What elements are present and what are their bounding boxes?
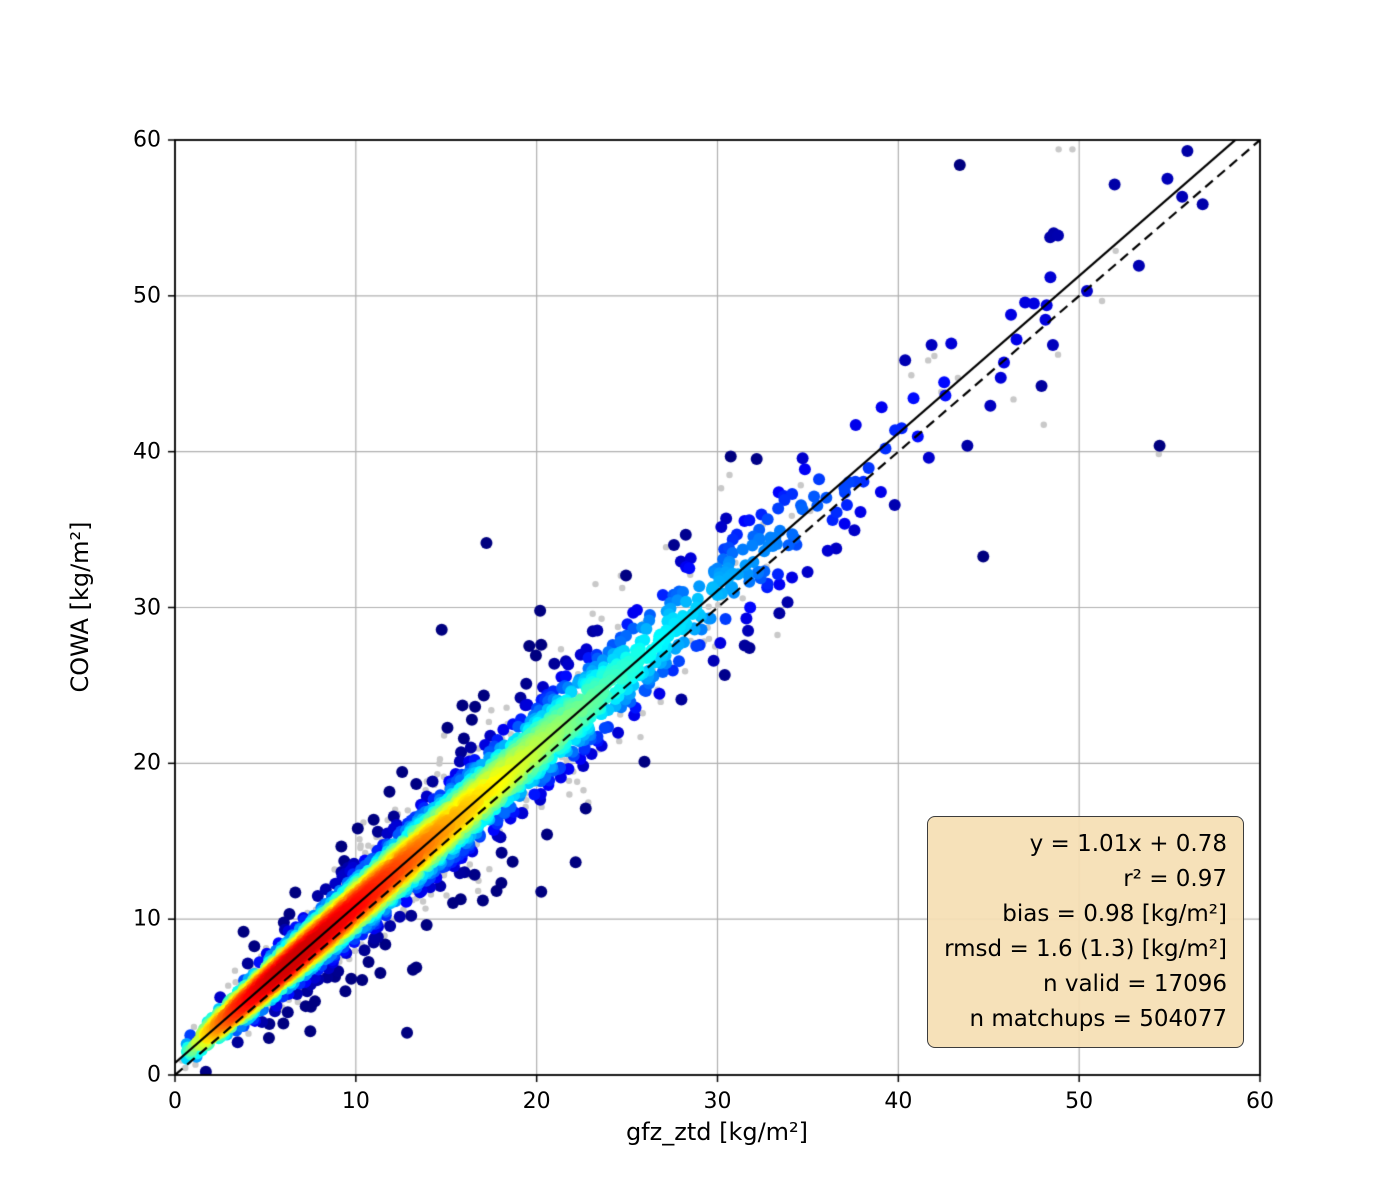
stats-line-r2: r² = 0.97 [1123,866,1227,892]
y-tick-label: 50 [133,283,161,309]
x-tick-label: 50 [1065,1089,1094,1114]
x-axis-label: gfz_ztd [kg/m²] [625,1118,809,1146]
x-tick-label: 0 [168,1089,182,1114]
stats-line-rmsd: rmsd = 1.6 (1.3) [kg/m²] [944,936,1227,962]
y-axis-label: COWA [kg/m²] [66,521,94,693]
stats-line-nmatchups: n matchups = 504077 [969,1006,1227,1032]
y-tick-label: 30 [133,595,161,620]
stats-line-equation: y = 1.01x + 0.78 [1029,831,1227,857]
y-tick-label: 20 [133,750,161,776]
stats-line-bias: bias = 0.98 [kg/m²] [1002,901,1227,927]
stats-box: y = 1.01x + 0.78 r² = 0.97 bias = 0.98 [… [927,816,1244,1048]
x-tick-label: 60 [1246,1089,1274,1114]
y-tick-label: 40 [133,439,161,465]
y-tick-label: 10 [133,906,161,932]
x-tick-label: 20 [522,1089,551,1114]
x-tick-label: 40 [884,1089,913,1114]
y-tick-label: 60 [133,127,161,153]
y-tick-label: 0 [147,1062,161,1088]
x-tick-label: 30 [703,1089,732,1114]
stats-line-nvalid: n valid = 17096 [1042,971,1227,997]
x-tick-label: 10 [341,1089,370,1114]
